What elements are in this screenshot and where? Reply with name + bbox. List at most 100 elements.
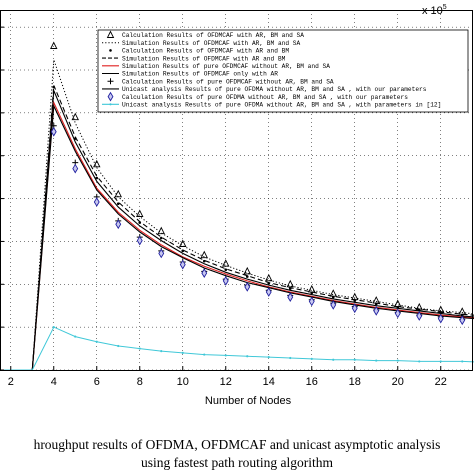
- plus-marker: [107, 78, 114, 85]
- legend-item: Calculation Results of pure OFDMCAF with…: [107, 78, 334, 85]
- point-marker: [418, 360, 421, 363]
- x-tick-label: 22: [435, 376, 447, 388]
- ticks: 2 4 6 8 10 12 14 16 18 20 22: [0, 26, 447, 388]
- point-marker: [289, 356, 292, 360]
- legend-item: Calculation Results of pure OFDMA withou…: [107, 91, 408, 102]
- legend-label: Simulation Results of OFDMCAF with AR, B…: [122, 40, 301, 47]
- point-marker: [117, 344, 120, 348]
- legend: Calculation Results of OFDMCAF with AR, …: [97, 29, 469, 113]
- diamond-marker: [416, 311, 423, 321]
- triangle-marker: [243, 266, 251, 275]
- point-marker: [310, 357, 313, 360]
- triangle-marker: [394, 299, 402, 307]
- point-marker: [375, 359, 378, 362]
- point-marker: [160, 350, 163, 353]
- x-axis-label: Number of Nodes: [205, 395, 292, 407]
- point-marker: [74, 335, 77, 338]
- diamond-marker: [158, 248, 165, 259]
- point-marker: [439, 360, 442, 363]
- diamond-marker: [437, 313, 444, 324]
- legend-label: Unicast analysis Results of pure OFDMA w…: [122, 102, 441, 109]
- triangle-marker: [265, 273, 273, 282]
- legend-label: Unicast analysis Results of pure OFDMA w…: [122, 86, 427, 93]
- point-marker: [95, 176, 99, 180]
- point-marker: [202, 259, 206, 263]
- point-marker: [224, 268, 228, 272]
- point-marker: [267, 356, 270, 359]
- triangle-marker: [157, 226, 165, 235]
- x-tick-label: 2: [8, 376, 14, 388]
- legend-item: Unicast analysis Results of pure OFDMA w…: [102, 86, 427, 93]
- legend-item: Unicast analysis Results of pure OFDMA w…: [102, 102, 441, 109]
- point-marker: [109, 49, 112, 52]
- point-marker: [332, 358, 335, 361]
- diamond-marker: [244, 281, 251, 292]
- legend-label: Calculation Results of pure OFDMCAF with…: [122, 78, 334, 85]
- legend-item: Simulation Results of OFDMCAF with AR, B…: [102, 40, 301, 47]
- x-tick-label: 20: [392, 376, 404, 388]
- diamond-marker: [222, 275, 229, 286]
- legend-item: Calculation Results of OFDMCAF with AR, …: [106, 30, 304, 39]
- legend-item: Calculation Results of OFDMCAF with AR a…: [109, 48, 289, 55]
- triangle-marker: [50, 41, 58, 49]
- x-tick-label: 16: [306, 376, 318, 388]
- point-marker: [246, 355, 249, 358]
- triangle-marker: [372, 296, 380, 304]
- series-6: [50, 122, 466, 323]
- diamond-marker: [459, 315, 466, 326]
- point-marker: [353, 358, 356, 361]
- triangle-marker: [106, 30, 115, 38]
- series-line: [0, 326, 474, 371]
- y-multiplier-base: x 10: [422, 5, 443, 17]
- point-marker: [52, 326, 55, 329]
- legend-item: Simulation Results of OFDMCAF only with …: [102, 71, 278, 78]
- series-8: [50, 126, 466, 326]
- x-tick-label: 6: [94, 376, 100, 388]
- point-marker: [224, 354, 227, 357]
- caption-line-2: using fastest path routing algorithm: [141, 455, 333, 470]
- legend-label: Calculation Results of OFDMCAF with AR a…: [122, 48, 289, 55]
- series-4: [0, 100, 474, 371]
- diamond-marker: [201, 268, 208, 279]
- diamond-marker: [179, 259, 186, 270]
- caption-line-1: hroughput results of OFDMA, OFDMCAF and …: [33, 437, 441, 452]
- series-line: [0, 59, 474, 371]
- series-line: [0, 90, 474, 371]
- diamond-marker: [287, 292, 294, 303]
- x-tick-label: 14: [263, 376, 275, 388]
- series-line: [0, 100, 474, 371]
- triangle-marker: [200, 250, 208, 259]
- diamond-marker: [50, 126, 57, 137]
- series-line: [0, 103, 474, 371]
- triangle-marker: [179, 239, 187, 247]
- point-marker: [396, 359, 399, 362]
- series-9: [0, 326, 474, 371]
- legend-item: Simulation Results of OFDMCAF with AR an…: [102, 55, 286, 62]
- legend-label: Simulation Results of OFDMCAF with AR an…: [122, 55, 286, 62]
- legend-label: Calculation Results of pure OFDMA withou…: [122, 94, 408, 101]
- series-7: [0, 103, 474, 371]
- x-tick-label: 4: [51, 376, 57, 388]
- series-5: [0, 90, 474, 371]
- diamond-marker: [330, 299, 337, 310]
- diamond-marker: [351, 303, 358, 314]
- point-marker: [109, 103, 112, 106]
- diamond-marker: [394, 308, 401, 319]
- diamond-marker: [115, 219, 122, 230]
- series-layer: [0, 41, 474, 371]
- y-multiplier-label: x 105: [422, 4, 447, 17]
- point-marker: [181, 351, 184, 354]
- series-1: [0, 59, 474, 371]
- point-marker: [138, 347, 141, 350]
- legend-label: Simulation Results of pure OFDMCAF witho…: [122, 63, 330, 70]
- diamond-marker: [265, 287, 272, 297]
- triangle-marker: [136, 209, 144, 217]
- triangle-marker: [71, 112, 79, 121]
- y-multiplier-exponent: 5: [443, 4, 447, 11]
- x-tick-label: 12: [220, 376, 232, 388]
- x-tick-label: 10: [177, 376, 189, 388]
- diamond-marker: [373, 305, 380, 316]
- triangle-marker: [93, 159, 101, 168]
- point-marker: [203, 353, 206, 356]
